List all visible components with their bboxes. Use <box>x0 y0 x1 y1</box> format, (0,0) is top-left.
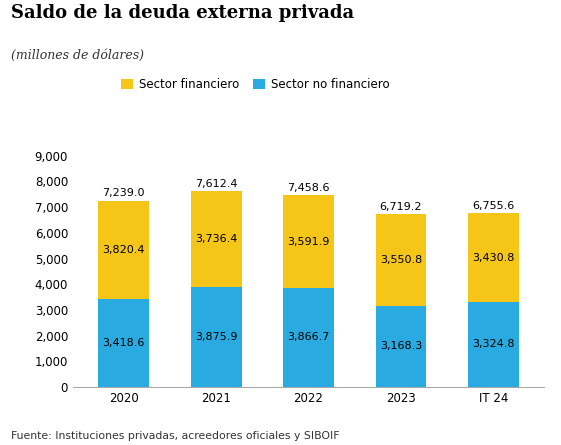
Bar <box>191 191 242 287</box>
Text: 6,719.2: 6,719.2 <box>380 202 422 212</box>
Bar <box>98 299 149 387</box>
Text: 3,820.4: 3,820.4 <box>103 245 145 255</box>
Text: 7,458.6: 7,458.6 <box>287 183 330 193</box>
Text: 3,591.9: 3,591.9 <box>287 237 330 247</box>
Text: 3,875.9: 3,875.9 <box>195 332 237 342</box>
Bar <box>283 195 334 288</box>
Bar <box>375 214 426 306</box>
Text: (millones de dólares): (millones de dólares) <box>11 49 144 62</box>
Text: 7,612.4: 7,612.4 <box>195 179 237 189</box>
Text: 3,324.8: 3,324.8 <box>472 340 514 349</box>
Bar <box>375 306 426 387</box>
Bar <box>283 288 334 387</box>
Bar <box>191 287 242 387</box>
Text: 3,430.8: 3,430.8 <box>472 253 514 263</box>
Text: 3,550.8: 3,550.8 <box>380 255 422 265</box>
Text: 3,866.7: 3,866.7 <box>287 332 330 343</box>
Text: 6,755.6: 6,755.6 <box>472 201 514 211</box>
Text: Saldo de la deuda externa privada: Saldo de la deuda externa privada <box>11 4 355 22</box>
Bar <box>468 302 519 387</box>
Text: 3,168.3: 3,168.3 <box>380 341 422 352</box>
Text: 3,418.6: 3,418.6 <box>103 338 145 348</box>
Bar <box>468 214 519 302</box>
Bar <box>98 201 149 299</box>
Text: Fuente: Instituciones privadas, acreedores oficiales y SIBOIF: Fuente: Instituciones privadas, acreedor… <box>11 431 340 441</box>
Text: 3,736.4: 3,736.4 <box>195 235 237 244</box>
Legend: Sector financiero, Sector no financiero: Sector financiero, Sector no financiero <box>117 74 394 96</box>
Text: 7,239.0: 7,239.0 <box>103 188 145 198</box>
